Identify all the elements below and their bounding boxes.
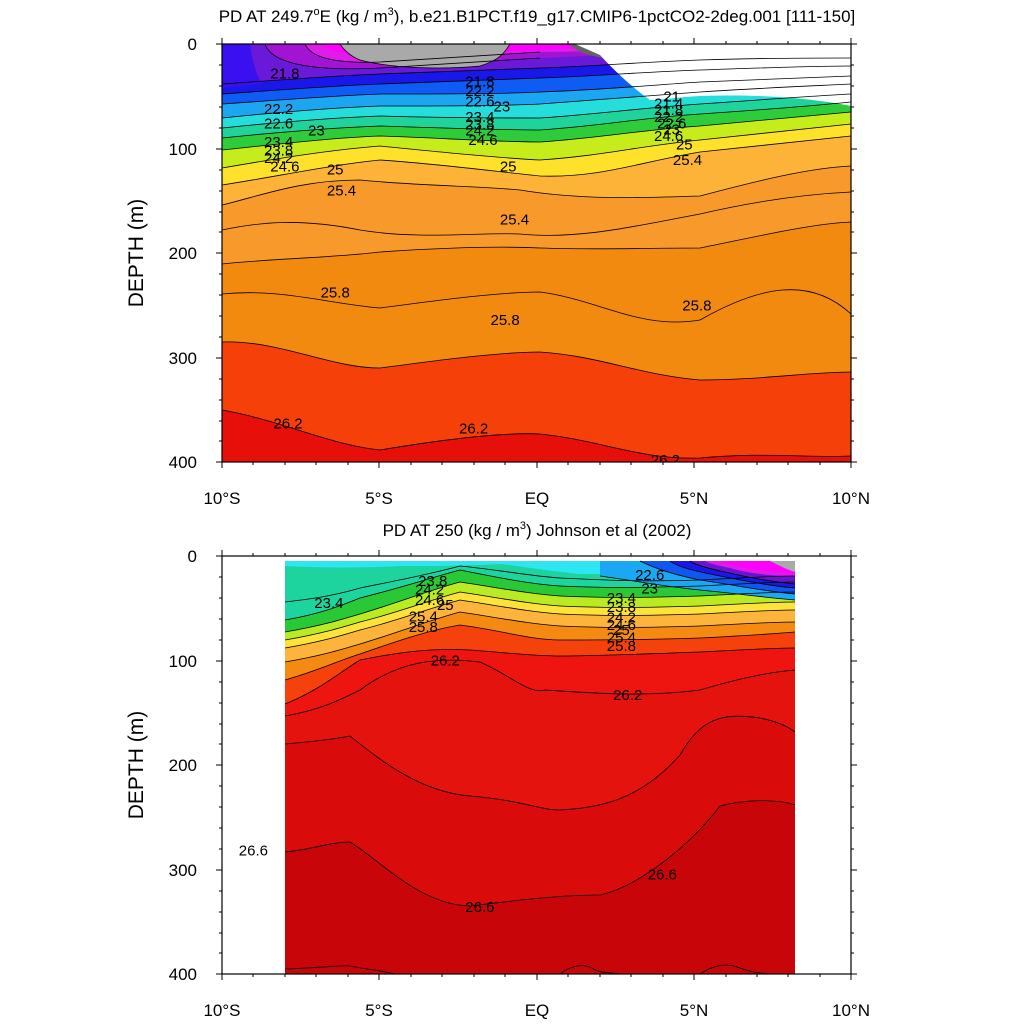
contour-label: 24.2 xyxy=(415,581,444,598)
contour-label: 26.2 xyxy=(431,653,460,670)
contour-label: 23 xyxy=(494,99,511,116)
contour-label: 25.4 xyxy=(673,152,702,169)
contour-label: 25 xyxy=(437,597,454,614)
panel-obs-y-axis-label: DEPTH (m) xyxy=(125,711,148,820)
panel-obs-ticks xyxy=(216,550,857,980)
contour-label: 25 xyxy=(327,161,344,178)
y-tick-label: 0 xyxy=(188,35,197,54)
contour-label: 24.6 xyxy=(415,592,444,609)
contour-lines-bot xyxy=(284,560,796,974)
contour-label: 23.8 xyxy=(418,573,447,590)
contour-label: 23.4 xyxy=(465,109,494,126)
panel-obs: PD AT 250 (kg / m3) Johnson et al (2002) xyxy=(125,520,870,1020)
x-tick-label: 10°S xyxy=(203,1001,240,1020)
x-tick-label: 10°N xyxy=(832,489,870,508)
x-tick-label: 5°S xyxy=(365,489,393,508)
contour-label: 26.6 xyxy=(239,843,268,860)
contour-label: 25.4 xyxy=(607,630,636,647)
contour-label: 26.2 xyxy=(613,687,642,704)
y-tick-label: 0 xyxy=(188,547,197,566)
panel-obs-y-tick-labels: 0 100 200 300 400 xyxy=(169,547,197,984)
y-tick-label: 200 xyxy=(169,756,197,775)
contour-label: 21 xyxy=(663,88,680,105)
x-tick-label: EQ xyxy=(525,1001,550,1020)
band-20-6-bot xyxy=(720,561,795,574)
y-tick-label: 300 xyxy=(169,861,197,880)
y-tick-label: 100 xyxy=(169,140,197,159)
contour-label: 26.2 xyxy=(651,452,680,469)
y-tick-label: 200 xyxy=(169,244,197,263)
contour-label: 24.6 xyxy=(607,617,636,634)
x-tick-label: 10°S xyxy=(203,489,240,508)
panel-model-x-tick-labels: 10°S 5°S EQ 5°N 10°N xyxy=(203,489,870,508)
panel-model-y-tick-labels: 0 100 200 300 400 xyxy=(169,35,197,472)
contour-label: 25 xyxy=(500,158,517,175)
contour-label: 22.6 xyxy=(635,567,664,584)
blank-region-top xyxy=(575,44,851,106)
contour-lines-top xyxy=(222,44,851,459)
contour-label: 25.4 xyxy=(500,212,529,229)
contour-label: 24.6 xyxy=(468,132,497,149)
contour-label: 22.6 xyxy=(264,115,293,132)
contour-label: 22.2 xyxy=(654,109,683,126)
contour-label: 26.6 xyxy=(465,899,494,916)
contour-label: 22.6 xyxy=(465,94,494,111)
contour-label: 25.4 xyxy=(327,182,356,199)
contour-label: 25.8 xyxy=(409,619,438,636)
contour-label: 22.6 xyxy=(657,115,686,132)
contour-label: 25.8 xyxy=(321,285,350,302)
contour-label: 25.8 xyxy=(490,312,519,329)
contour-label: 22.2 xyxy=(264,101,293,118)
contour-label: 25 xyxy=(613,622,630,639)
contour-label: 26.2 xyxy=(459,421,488,438)
contour-label: 23.4 xyxy=(607,590,636,607)
contour-label: 24.2 xyxy=(264,150,293,167)
contour-label: 21.4 xyxy=(654,96,683,113)
y-tick-label: 400 xyxy=(169,965,197,984)
contour-label: 24.6 xyxy=(270,158,299,175)
x-tick-label: 5°N xyxy=(680,1001,709,1020)
contour-label: 23.8 xyxy=(465,117,494,134)
panel-model-title: PD AT 249.7oE (kg / m3), b.e21.B1PCT.f19… xyxy=(219,6,856,26)
panel-model: PD AT 249.7oE (kg / m3), b.e21.B1PCT.f19… xyxy=(125,6,870,508)
contour-label: 25.4 xyxy=(409,609,438,626)
contour-label: 21.8 xyxy=(270,65,299,82)
contour-label: 23 xyxy=(641,580,658,597)
contour-label: 23.8 xyxy=(264,143,293,160)
contour-label: 25 xyxy=(676,136,693,153)
x-tick-label: EQ xyxy=(525,489,550,508)
x-tick-label: 5°N xyxy=(680,489,709,508)
y-tick-label: 100 xyxy=(169,652,197,671)
x-tick-label: 10°N xyxy=(832,1001,870,1020)
panel-obs-field: 23.423.824.224.62525.425.826.222.62323.4… xyxy=(239,560,796,974)
band-gray-bot xyxy=(770,561,795,572)
contour-label: 24.2 xyxy=(607,610,636,627)
y-tick-label: 300 xyxy=(169,349,197,368)
contour-labels-bot: 23.423.824.224.62525.425.826.222.62323.4… xyxy=(239,567,677,916)
contour-label: 23.4 xyxy=(264,134,293,151)
contour-label: 25.8 xyxy=(607,638,636,655)
contour-label: 22.2 xyxy=(465,83,494,100)
panel-model-ticks xyxy=(216,38,857,468)
contour-label: 24.6 xyxy=(654,128,683,145)
x-tick-label: 5°S xyxy=(365,1001,393,1020)
contour-label: 21.8 xyxy=(465,74,494,91)
panel-obs-x-tick-labels: 10°S 5°S EQ 5°N 10°N xyxy=(203,1001,870,1020)
contour-label: 21.8 xyxy=(654,102,683,119)
panel-obs-title: PD AT 250 (kg / m3) Johnson et al (2002) xyxy=(383,520,692,540)
y-tick-label: 400 xyxy=(169,453,197,472)
contour-label: 25.8 xyxy=(682,297,711,314)
contour-label: 23.8 xyxy=(607,599,636,616)
band-left-blue-top xyxy=(222,44,262,88)
contour-label: 23 xyxy=(663,122,680,139)
contour-label: 23.4 xyxy=(314,595,343,612)
contour-label: 26.2 xyxy=(273,415,302,432)
contour-label: 23 xyxy=(308,123,325,140)
contour-label: 24.2 xyxy=(465,123,494,140)
panel-model-y-axis-label: DEPTH (m) xyxy=(125,199,148,308)
contour-label: 26.6 xyxy=(648,867,677,884)
